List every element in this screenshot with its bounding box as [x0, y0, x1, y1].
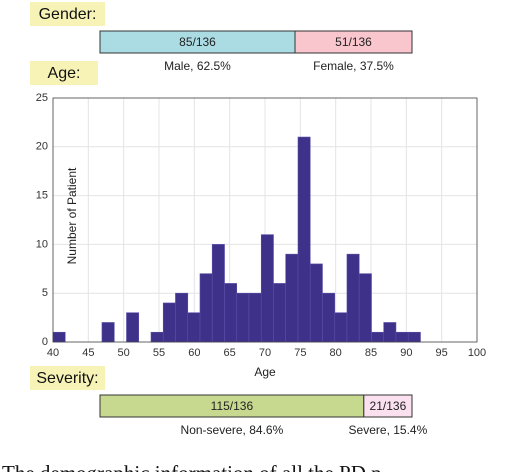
hist-bar — [211, 244, 225, 343]
x-tick-label: 100 — [468, 347, 486, 359]
hist-bar — [285, 253, 299, 343]
x-tick-label: 55 — [153, 347, 165, 359]
hist-bar — [346, 253, 360, 343]
x-tick-label: 40 — [47, 347, 59, 359]
value-label: 21/136 — [370, 399, 407, 413]
hist-bar — [395, 331, 409, 343]
caption: The demographic information of all the P… — [2, 461, 382, 472]
y-tick-label: 20 — [36, 141, 48, 153]
plot-frame — [52, 97, 478, 343]
legend-label: Non-severe, 84.6% — [181, 423, 284, 437]
hist-bar — [309, 263, 323, 343]
x-tick-label: 75 — [294, 347, 306, 359]
x-axis-label: Age — [254, 365, 276, 379]
value-label: 115/136 — [211, 399, 254, 413]
hist-bar — [260, 234, 274, 343]
hist-bar — [248, 292, 262, 343]
x-tick-label: 80 — [330, 347, 342, 359]
panel-title: Age: — [48, 65, 81, 82]
hist-bar — [407, 331, 421, 343]
x-tick-label: 70 — [259, 347, 271, 359]
panel-title: Severity: — [36, 370, 98, 387]
x-tick-label: 65 — [224, 347, 236, 359]
x-tick-label: 45 — [82, 347, 94, 359]
hist-bar — [322, 292, 336, 343]
bar-segment — [363, 394, 413, 418]
hist-bar — [297, 136, 311, 343]
x-tick-label: 50 — [118, 347, 130, 359]
hist-bar — [175, 292, 189, 343]
value-label: 85/136 — [179, 35, 216, 49]
hist-bar — [224, 283, 238, 343]
hist-bar — [199, 273, 213, 343]
hist-bar — [273, 283, 287, 343]
title-box — [30, 366, 105, 390]
hist-bar — [334, 312, 348, 343]
title-box — [30, 61, 98, 85]
legend-label: Female, 37.5% — [313, 59, 394, 73]
panel-title: Gender: — [39, 6, 97, 23]
hist-bar — [126, 312, 140, 343]
y-tick-label: 10 — [36, 238, 48, 250]
x-tick-label: 90 — [400, 347, 412, 359]
x-tick-label: 60 — [188, 347, 200, 359]
legend-label: Male, 62.5% — [164, 59, 231, 73]
hist-bar — [150, 331, 164, 343]
hist-bar — [236, 292, 250, 343]
y-tick-label: 25 — [36, 92, 48, 104]
hist-bar — [187, 312, 201, 343]
hist-bar — [358, 273, 372, 343]
hist-bar — [383, 322, 397, 343]
bar-segment — [294, 30, 413, 54]
hist-bar — [52, 331, 66, 343]
x-tick-label: 85 — [365, 347, 377, 359]
y-tick-label: 0 — [42, 336, 48, 348]
x-tick-label: 95 — [436, 347, 448, 359]
y-tick-label: 5 — [42, 287, 48, 299]
value-label: 51/136 — [335, 35, 372, 49]
hist-bar — [162, 302, 176, 343]
y-tick-label: 15 — [36, 190, 48, 202]
title-box — [30, 2, 105, 26]
hist-bar — [371, 331, 385, 343]
y-axis-label: Number of Patient — [65, 167, 79, 264]
legend-label: Severe, 15.4% — [349, 423, 428, 437]
hist-bar — [101, 322, 115, 343]
